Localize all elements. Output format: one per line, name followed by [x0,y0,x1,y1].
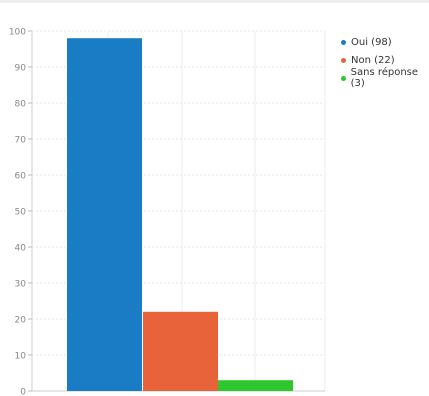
y-tick-label: 100 [9,28,26,38]
y-tick-label: 70 [15,136,27,146]
legend-item[interactable]: Non (22) [341,52,429,68]
legend-marker-icon [341,57,346,63]
legend-item[interactable]: Oui (98) [341,34,429,50]
bar-3 [218,380,293,391]
y-tick-label: 30 [15,280,27,290]
legend-item[interactable]: Sans réponse (3) [341,67,429,89]
bar-layer [67,38,293,391]
y-tick-label: 60 [15,172,27,182]
top-divider [0,0,429,3]
y-tick-label: 40 [15,244,27,254]
y-tick-label: 50 [15,208,27,218]
bar-1 [67,38,142,391]
y-tick-label: 0 [20,388,26,396]
legend-label: Non (22) [351,54,395,66]
chart-legend: Oui (98) Non (22) Sans réponse (3) [341,34,429,89]
legend-marker-icon [341,75,346,81]
legend-label: Sans réponse (3) [350,67,419,89]
y-tick-label: 20 [15,316,27,326]
bar-2 [143,311,218,391]
legend-marker-icon [341,39,346,45]
y-tick-label: 80 [15,100,27,110]
legend-label: Oui (98) [351,36,392,48]
y-tick-label: 90 [15,64,27,74]
y-tick-label: 10 [15,352,27,362]
